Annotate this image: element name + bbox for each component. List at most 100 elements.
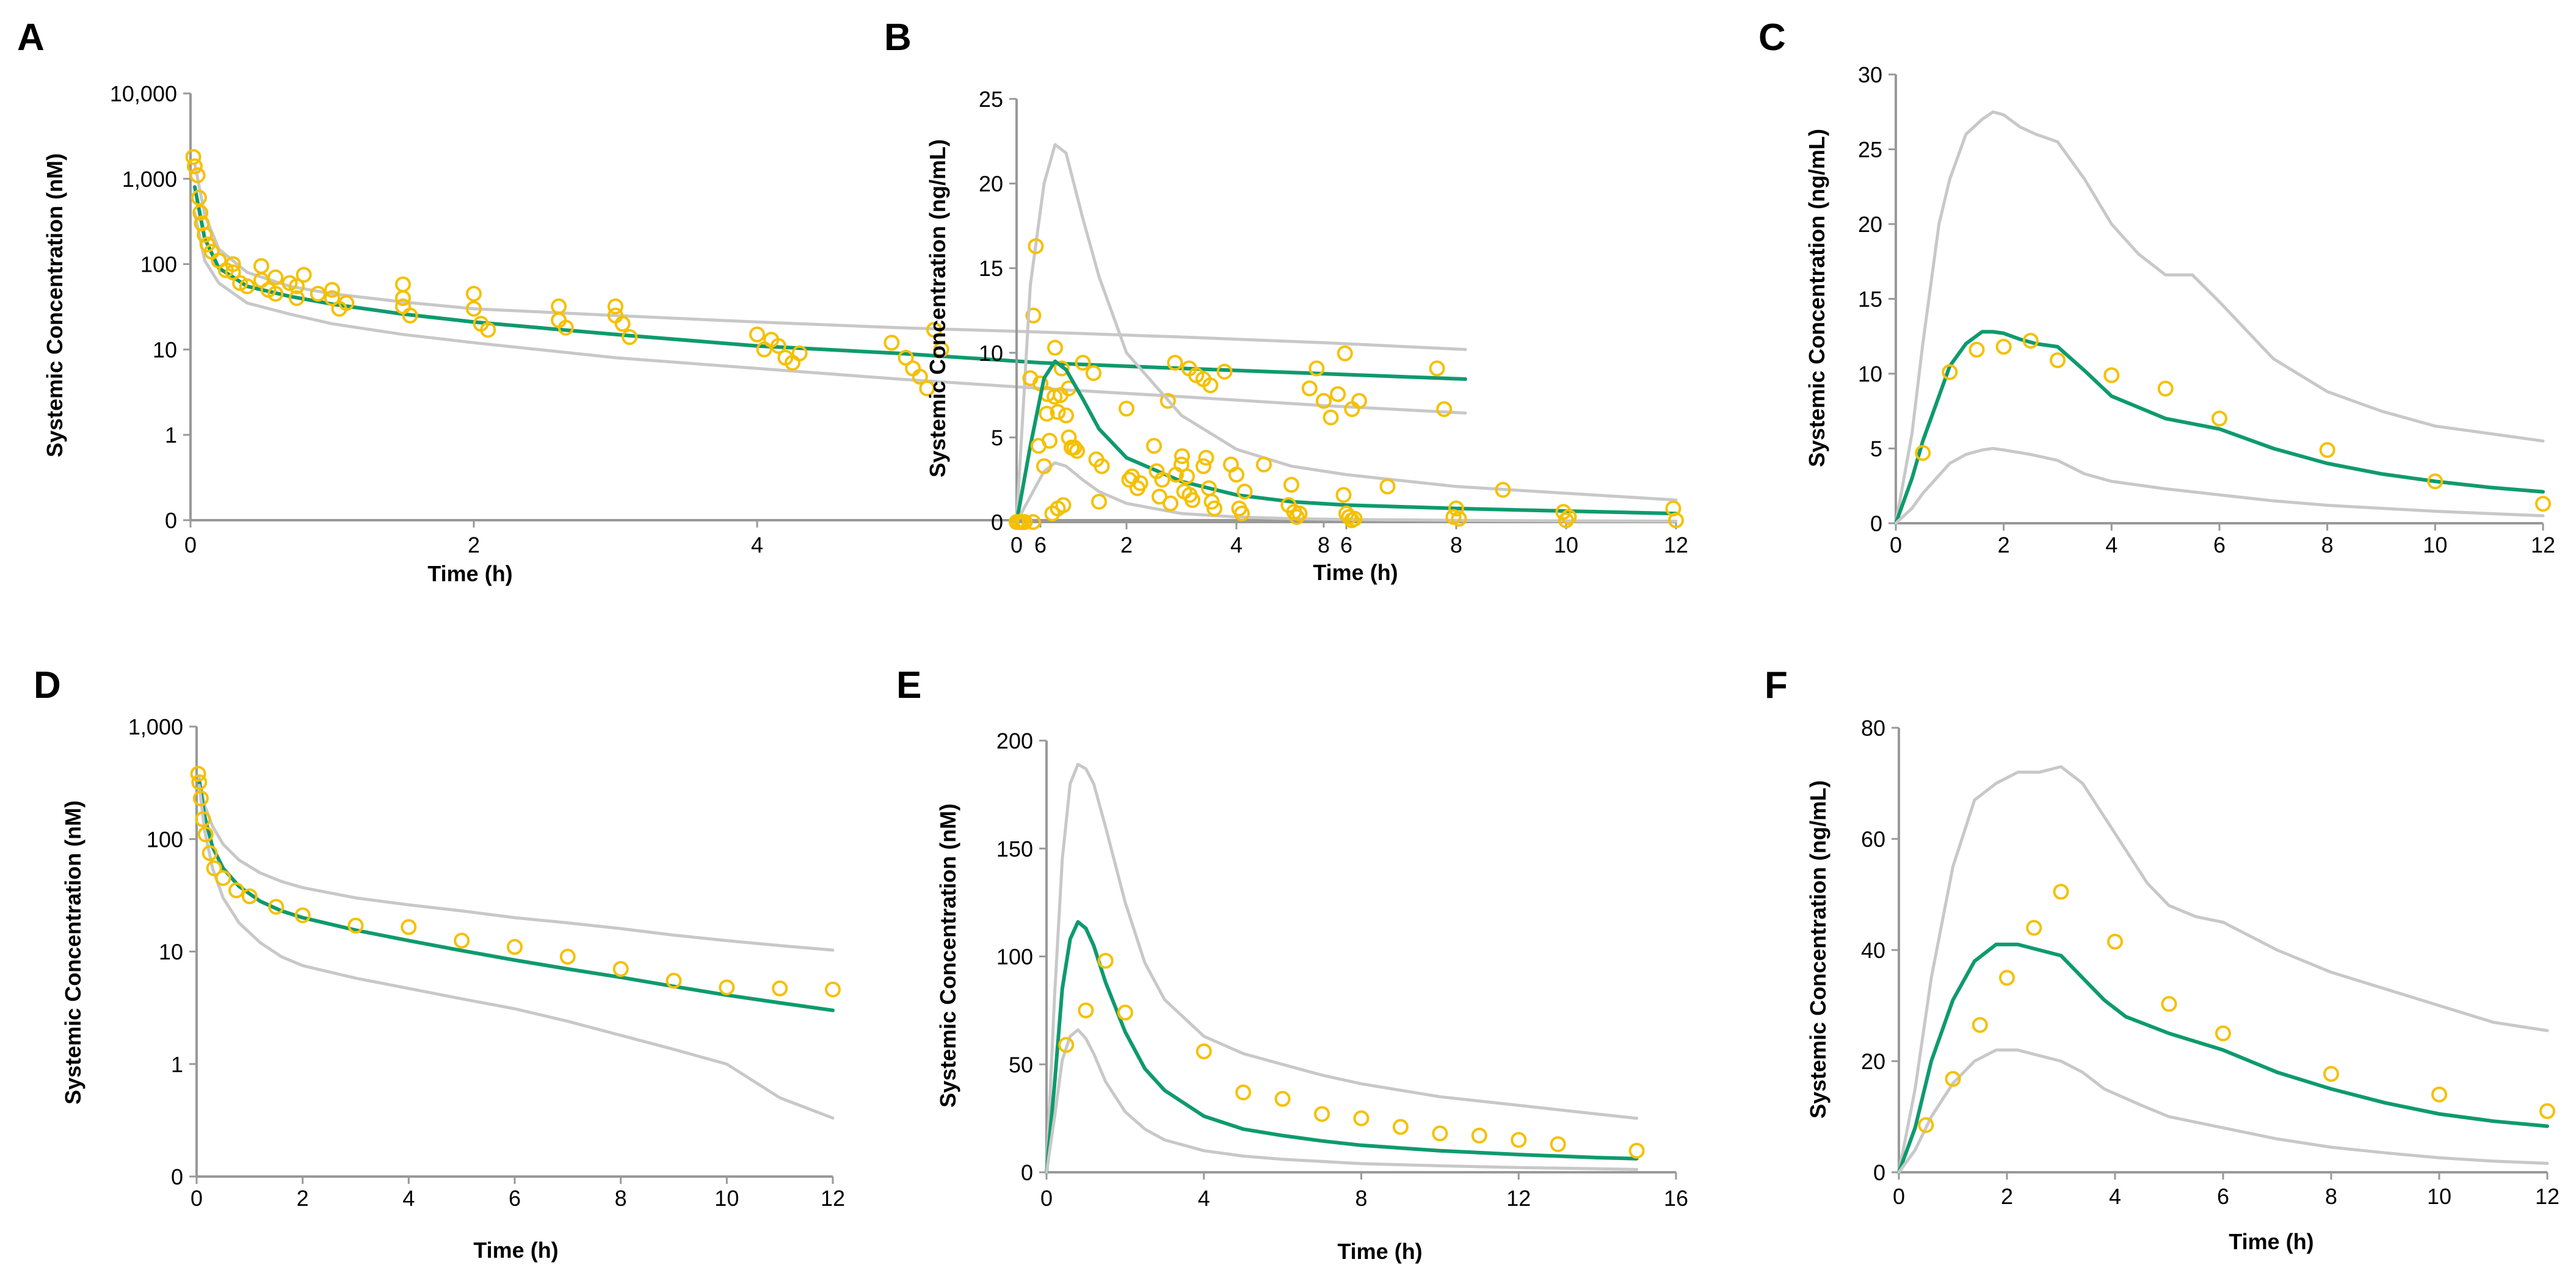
x-tick-label: 0 xyxy=(1010,532,1023,557)
observed-point xyxy=(1451,510,1467,527)
x-tick-label: 2 xyxy=(297,1186,309,1211)
observed-point xyxy=(1995,338,2012,355)
observed-point xyxy=(1432,1125,1448,1142)
panel-c: C 0 5 10 15 20 25 30 0 2 4 6 8 10 12 Systemic Concentra… xyxy=(1758,16,2555,557)
observed-point xyxy=(347,918,364,934)
observed-point xyxy=(1353,1110,1370,1126)
series-lower-bound xyxy=(1015,461,1678,524)
observed-point xyxy=(1091,493,1107,510)
observed-point xyxy=(1075,355,1091,371)
observed-point xyxy=(905,360,921,377)
observed-point xyxy=(825,981,841,998)
observed-point xyxy=(1069,443,1085,459)
observed-point xyxy=(402,307,418,324)
observed-point xyxy=(1942,364,1958,380)
panel-letter: B xyxy=(884,16,912,59)
x-tick-label: 0 xyxy=(1890,532,1902,557)
x-axis-label: Time (h) xyxy=(427,561,512,586)
y-tick-label: 20 xyxy=(979,172,1003,197)
y-axis-label: Systemic Concentration (ng/mL) xyxy=(1805,780,1830,1119)
observed-point xyxy=(1058,1037,1075,1053)
series-upper-bound xyxy=(1894,110,2545,525)
observed-point xyxy=(1628,1142,1645,1159)
y-tick-label: 0 xyxy=(165,508,177,533)
observed-point xyxy=(1167,355,1183,371)
observed-point xyxy=(1121,471,1137,488)
x-tick-label: 0 xyxy=(184,532,197,557)
observed-point xyxy=(201,845,218,861)
x-tick-label: 0 xyxy=(1893,1184,1905,1209)
y-tick-label: 5 xyxy=(991,425,1003,450)
observed-point xyxy=(192,205,209,221)
observed-point xyxy=(1235,1084,1252,1101)
x-tick-label: 12 xyxy=(1506,1186,1531,1211)
observed-point xyxy=(466,286,482,302)
observed-point xyxy=(2050,352,2066,368)
observed-point xyxy=(1335,487,1352,503)
observed-point xyxy=(2323,1065,2339,1082)
observed-point xyxy=(267,269,284,286)
y-tick-label: 40 xyxy=(1861,938,1885,963)
y-axis-label: Systemic Concentration (ng/mL) xyxy=(1804,129,1829,467)
observed-point xyxy=(1228,466,1244,483)
panel-letter: F xyxy=(1765,664,1788,706)
observed-point xyxy=(557,319,574,336)
observed-point xyxy=(289,290,305,306)
observed-point xyxy=(1346,510,1363,527)
observed-point xyxy=(1314,1106,1330,1122)
series-upper-bound xyxy=(1045,763,1639,1174)
observed-point xyxy=(239,278,255,294)
x-tick-label: 8 xyxy=(2321,532,2334,557)
observed-point xyxy=(559,948,576,965)
observed-point xyxy=(2161,996,2177,1012)
observed-point xyxy=(241,888,258,904)
observed-point xyxy=(1053,360,1070,377)
y-tick-label: 1,000 xyxy=(128,714,183,739)
y-tick-label: 0 xyxy=(1021,1160,1033,1185)
observed-point xyxy=(1117,1004,1133,1021)
observed-point xyxy=(2053,883,2069,900)
observed-point xyxy=(1028,238,1044,255)
observed-point xyxy=(666,973,682,989)
observed-point xyxy=(2319,442,2335,458)
observed-point xyxy=(1471,1127,1487,1144)
observed-point xyxy=(1392,1119,1409,1135)
y-tick-label: 15 xyxy=(1858,287,1882,312)
observed-point xyxy=(197,826,214,843)
observed-point xyxy=(1055,497,1072,513)
x-tick-label: 0 xyxy=(190,1186,203,1211)
y-tick-label: 100 xyxy=(996,945,1033,970)
y-tick-label: 100 xyxy=(140,252,177,277)
observed-point xyxy=(919,380,935,397)
observed-point xyxy=(192,790,209,807)
x-tick-label: 4 xyxy=(402,1186,415,1211)
x-tick-label: 4 xyxy=(1230,532,1243,557)
series-median xyxy=(1894,330,2545,525)
series-lower-bound xyxy=(1897,1048,2549,1174)
x-axis-label: Time (h) xyxy=(473,1238,558,1263)
observed-point xyxy=(2026,919,2042,936)
observed-point xyxy=(1053,387,1068,404)
observed-point xyxy=(507,938,523,955)
x-axis-label: Time (h) xyxy=(1313,560,1398,585)
panel-letter: E xyxy=(896,664,921,706)
x-tick-label: 10 xyxy=(714,1186,739,1211)
observed-point xyxy=(466,300,482,317)
observed-point xyxy=(294,907,311,924)
series-upper-bound xyxy=(1897,765,2549,1174)
series-upper-bound xyxy=(1015,143,1678,524)
observed-point xyxy=(1036,458,1052,474)
observed-point xyxy=(1198,449,1214,466)
y-tick-label: 80 xyxy=(1861,716,1885,741)
series-lower-bound xyxy=(197,783,835,1120)
panel-d: D 0 1 10 100 1,000 0 2 4 6 8 10 12 Time (h) Systemic C… xyxy=(34,664,845,1263)
observed-point xyxy=(1301,380,1318,397)
observed-point xyxy=(1017,514,1033,530)
observed-point xyxy=(1047,339,1063,356)
observed-point xyxy=(268,899,285,915)
observed-point xyxy=(206,860,222,877)
observed-point xyxy=(1050,404,1066,420)
observed-point xyxy=(1999,970,2015,986)
y-tick-label: 20 xyxy=(1861,1049,1885,1074)
